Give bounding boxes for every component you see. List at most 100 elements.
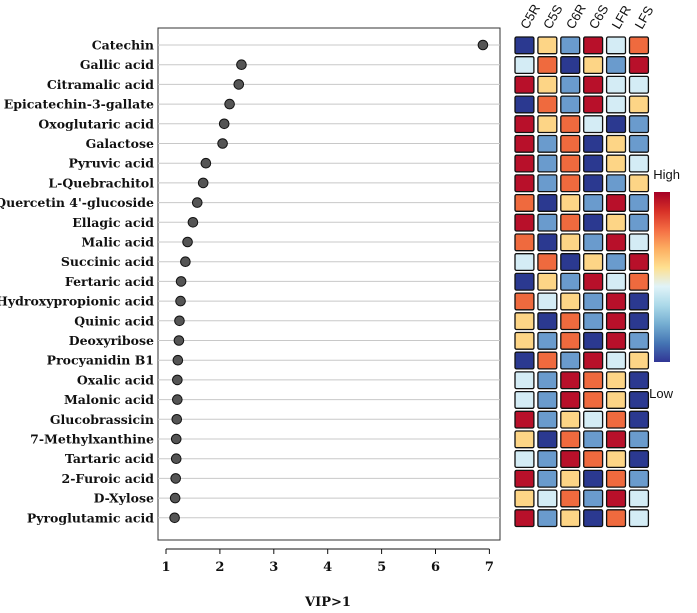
vip-point bbox=[217, 138, 228, 149]
metabolite-label: Citramalic acid bbox=[47, 77, 154, 92]
heatmap-cell bbox=[628, 272, 650, 291]
heatmap-cell bbox=[605, 213, 627, 232]
heatmap-cell bbox=[560, 331, 581, 350]
legend-color-bar bbox=[654, 192, 670, 362]
vip-point bbox=[180, 256, 191, 268]
heatmap-cell bbox=[605, 312, 627, 331]
heatmap-cell bbox=[583, 56, 604, 75]
heatmap-cell bbox=[583, 213, 604, 232]
heatmap-cell bbox=[560, 371, 581, 390]
heatmap-cell bbox=[628, 390, 650, 409]
heatmap-cell bbox=[537, 509, 558, 528]
vip-point bbox=[187, 217, 199, 228]
heatmap-cell bbox=[537, 154, 558, 173]
heatmap-cell bbox=[537, 371, 558, 390]
metabolite-label: Malonic acid bbox=[64, 392, 154, 407]
heatmap-cell bbox=[583, 154, 604, 173]
color-legend: High Low bbox=[649, 167, 680, 401]
heatmap-cell bbox=[605, 390, 627, 409]
heatmap-cell bbox=[560, 410, 581, 429]
metabolite-label: Galactose bbox=[86, 136, 154, 151]
heatmap-cell bbox=[560, 233, 581, 252]
metabolite-label: Oxoglutaric acid bbox=[38, 116, 154, 131]
heatmap-cell bbox=[628, 430, 650, 449]
heatmap-cell bbox=[605, 489, 627, 508]
vip-point bbox=[191, 197, 203, 208]
heatmap-cell bbox=[605, 233, 627, 252]
x-tick-label: 6 bbox=[431, 560, 440, 575]
vip-plot: Catechin Gallic acid Citramalic acid Epicat… bbox=[0, 27, 501, 575]
metabolite-label: D-Xylose bbox=[94, 491, 154, 506]
heatmap-cell bbox=[628, 75, 650, 94]
heatmap-cell bbox=[514, 56, 535, 75]
vip-point bbox=[233, 79, 245, 90]
legend-high-label: High bbox=[653, 167, 680, 182]
x-axis-title: VIP>1 bbox=[304, 595, 351, 610]
heatmap-cell bbox=[583, 36, 604, 55]
heatmap-cell bbox=[583, 95, 604, 114]
vip-point bbox=[218, 118, 230, 130]
x-tick-label: 1 bbox=[161, 560, 170, 575]
heatmap-column-label: C6R bbox=[563, 1, 589, 31]
heatmap-cell bbox=[514, 371, 535, 390]
heatmap-cell bbox=[514, 390, 535, 409]
heatmap-cell bbox=[560, 213, 581, 232]
vip-point bbox=[169, 512, 180, 524]
metabolite-label: Ellagic acid bbox=[72, 215, 154, 230]
heatmap-column-label: LFR bbox=[609, 3, 634, 32]
x-tick-label: 7 bbox=[485, 560, 494, 575]
heatmap-cell bbox=[605, 253, 627, 272]
heatmap-column-label: C5S bbox=[540, 2, 566, 32]
vip-point bbox=[169, 492, 181, 504]
vip-point bbox=[224, 98, 235, 110]
heatmap-cell bbox=[583, 174, 604, 193]
metabolite-label: Deoxyribose bbox=[69, 333, 154, 348]
heatmap-cell bbox=[537, 233, 558, 252]
heatmap-cell bbox=[605, 75, 627, 94]
heatmap-cell bbox=[628, 253, 650, 272]
heatmap-cell bbox=[628, 410, 650, 429]
vip-point bbox=[170, 473, 182, 484]
heatmap-cell bbox=[583, 509, 604, 528]
heatmap-cell bbox=[560, 56, 581, 75]
heatmap-cell bbox=[514, 115, 535, 134]
heatmap-cell bbox=[560, 312, 581, 331]
heatmap-cell bbox=[560, 134, 581, 153]
vip-point bbox=[182, 236, 193, 248]
heatmap-cell bbox=[605, 351, 627, 370]
heatmap-cell bbox=[628, 115, 650, 134]
heatmap-cell bbox=[605, 272, 627, 291]
metabolite-label: L-Quebrachitol bbox=[48, 175, 154, 190]
heatmap-cell bbox=[605, 115, 627, 134]
heatmap-cell bbox=[537, 272, 558, 291]
heatmap-cell bbox=[537, 95, 558, 114]
heatmap-cell bbox=[628, 509, 650, 528]
heatmap-cell bbox=[514, 292, 535, 311]
heatmap-cell bbox=[583, 193, 604, 212]
heatmap-cell bbox=[583, 489, 604, 508]
heatmap-cell bbox=[537, 331, 558, 350]
vip-point bbox=[236, 59, 247, 70]
heatmap-cell bbox=[605, 469, 627, 488]
heatmap-cell bbox=[537, 253, 558, 272]
heatmap-column-label: C6S bbox=[586, 2, 612, 32]
metabolite-label: Hydroxypropionic acid bbox=[0, 294, 154, 309]
heatmap-cell bbox=[628, 36, 650, 55]
heatmap-cell bbox=[628, 312, 650, 331]
heatmap-cell bbox=[605, 36, 627, 55]
heatmap-cell bbox=[605, 450, 627, 469]
heatmap-cell bbox=[560, 430, 581, 449]
heatmap-cell bbox=[537, 134, 558, 153]
heatmap-cell bbox=[537, 213, 558, 232]
heatmap-cell bbox=[560, 292, 581, 311]
metabolite-label: Oxalic acid bbox=[77, 372, 154, 387]
heatmap-cell bbox=[605, 134, 627, 153]
heatmap-cell bbox=[628, 351, 650, 370]
heatmap-cell bbox=[583, 410, 604, 429]
metabolite-label: Epicatechin-3-gallate bbox=[4, 97, 154, 112]
heatmap-cell bbox=[583, 331, 604, 350]
heatmap-cell bbox=[514, 469, 535, 488]
metabolite-label: 7-Methylxanthine bbox=[30, 432, 154, 447]
heatmap-cell bbox=[560, 469, 581, 488]
heatmap-cell bbox=[514, 36, 535, 55]
